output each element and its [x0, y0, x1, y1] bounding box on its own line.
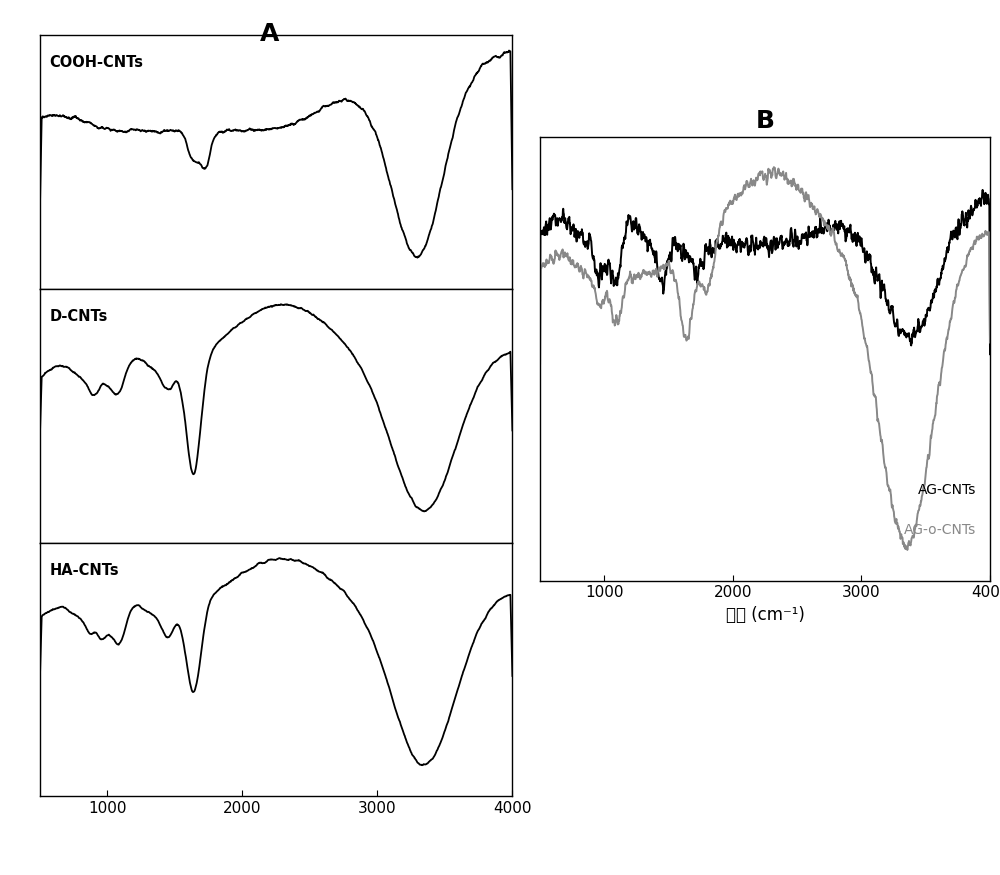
Title: B: B	[756, 109, 775, 133]
Text: A: A	[260, 22, 280, 46]
Text: AG-o-CNTs: AG-o-CNTs	[904, 523, 977, 537]
Text: D-CNTs: D-CNTs	[49, 309, 108, 324]
Text: COOH-CNTs: COOH-CNTs	[49, 55, 143, 70]
Text: AG-CNTs: AG-CNTs	[918, 483, 977, 497]
Text: HA-CNTs: HA-CNTs	[49, 563, 119, 578]
X-axis label: 波数 (cm⁻¹): 波数 (cm⁻¹)	[726, 606, 804, 624]
